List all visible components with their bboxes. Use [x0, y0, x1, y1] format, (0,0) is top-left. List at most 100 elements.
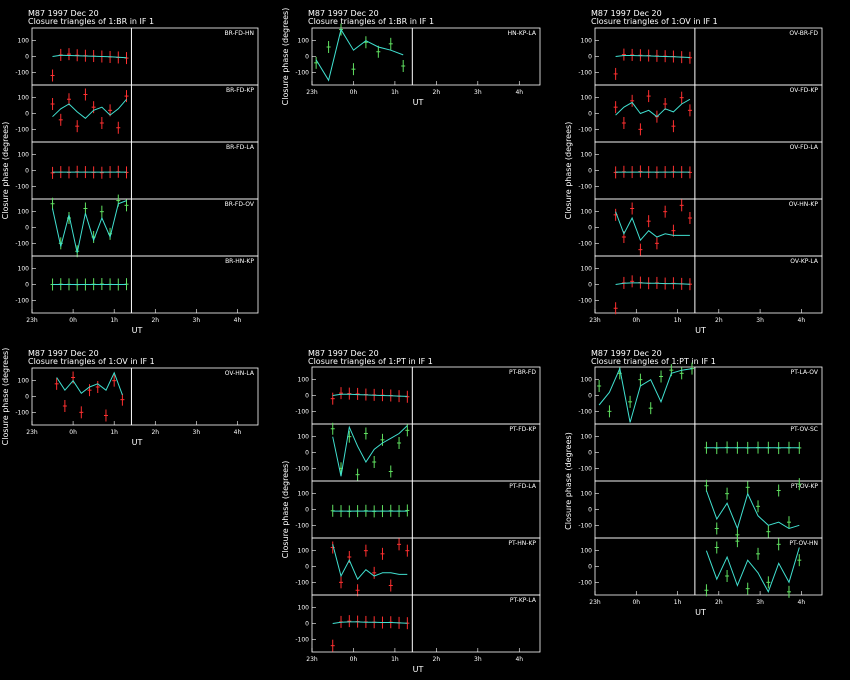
- data-point: [120, 393, 125, 406]
- data-point: [326, 41, 331, 53]
- panel-frame: [594, 480, 823, 539]
- data-point: [687, 212, 692, 224]
- panel-frame: [311, 27, 541, 86]
- y-tick-label: 0: [305, 54, 309, 61]
- data-point: [607, 405, 612, 418]
- data-point: [108, 104, 113, 117]
- panel-frame: [311, 366, 541, 425]
- x-tick-label: 0h: [69, 317, 77, 324]
- x-tick-label: 23h: [306, 656, 318, 663]
- data-point: [663, 205, 668, 218]
- y-tick-label: -100: [578, 126, 592, 133]
- data-point: [376, 45, 381, 58]
- data-point: [363, 544, 368, 557]
- data-point: [405, 504, 410, 517]
- data-point: [116, 121, 121, 134]
- data-point: [648, 402, 653, 415]
- y-tick-label: 0: [588, 450, 592, 457]
- y-tick-label: 100: [298, 605, 310, 612]
- panel-label: PT-OV-SC: [790, 426, 818, 433]
- y-tick-label: -100: [578, 240, 592, 247]
- chart-subtitle: Closure triangles of 1:PT in IF 1: [308, 357, 433, 366]
- data-point: [99, 166, 104, 179]
- chart-title: M87 1997 Dec 20: [28, 9, 99, 18]
- data-point: [380, 433, 385, 446]
- data-point: [339, 576, 344, 589]
- chart-title: M87 1997 Dec 20: [591, 9, 662, 18]
- y-tick-label: 100: [298, 491, 310, 498]
- x-tick-label: 2h: [715, 599, 723, 606]
- y-tick-label: 0: [25, 168, 29, 175]
- data-point: [654, 237, 659, 250]
- y-tick-label: 0: [588, 282, 592, 289]
- data-point: [355, 584, 360, 597]
- data-point: [405, 544, 410, 557]
- y-axis-label: Closure phase (degrees): [1, 122, 10, 220]
- data-point: [339, 387, 344, 400]
- data-point: [62, 400, 67, 412]
- data-point: [99, 117, 104, 129]
- y-tick-label: 100: [18, 209, 30, 216]
- x-axis-label: UT: [132, 438, 143, 447]
- y-axis-label: Closure phase (degrees): [281, 8, 290, 106]
- model-line: [52, 200, 127, 253]
- x-tick-label: 4h: [234, 429, 242, 436]
- data-point: [671, 224, 676, 237]
- y-tick-label: -100: [295, 69, 309, 76]
- panel-frame: [594, 255, 823, 314]
- data-point: [630, 275, 635, 288]
- y-tick-label: -100: [578, 408, 592, 415]
- y-tick-label: 0: [588, 564, 592, 571]
- y-tick-label: 0: [305, 507, 309, 514]
- data-point: [54, 377, 59, 390]
- x-tick-label: 1h: [674, 599, 682, 606]
- data-point: [397, 437, 402, 449]
- y-tick-label: 100: [581, 434, 593, 441]
- y-tick-label: -100: [578, 465, 592, 472]
- panel-label: HN-KP-LA: [508, 30, 537, 37]
- panel-frame: [594, 537, 823, 596]
- y-tick-label: 0: [25, 111, 29, 118]
- data-point: [797, 554, 802, 567]
- x-tick-label: 4h: [234, 317, 242, 324]
- model-line: [615, 98, 691, 118]
- panel-frame: [311, 594, 541, 653]
- y-tick-label: 100: [581, 266, 593, 273]
- data-point: [124, 90, 129, 103]
- y-tick-label: -100: [15, 69, 29, 76]
- data-point: [66, 93, 71, 106]
- data-point: [679, 91, 684, 104]
- data-point: [613, 101, 618, 114]
- data-point: [597, 380, 602, 392]
- y-tick-label: 0: [305, 450, 309, 457]
- data-point: [397, 538, 402, 551]
- data-point: [776, 484, 781, 497]
- data-point: [613, 302, 618, 315]
- data-point: [679, 199, 684, 212]
- y-tick-label: 100: [298, 434, 310, 441]
- panel-label: OV-HN-LA: [225, 370, 255, 377]
- x-tick-label: 2h: [433, 89, 441, 96]
- panel-label: OV-BR-FD: [789, 30, 818, 37]
- y-tick-label: 100: [18, 266, 30, 273]
- model-line: [598, 366, 693, 423]
- data-point: [745, 582, 750, 595]
- y-tick-label: 100: [298, 548, 310, 555]
- data-point: [630, 202, 635, 215]
- data-point: [355, 387, 360, 400]
- data-point: [735, 535, 740, 548]
- panel-label: PT-OV-HN: [789, 540, 818, 547]
- data-point: [638, 243, 643, 256]
- data-point: [355, 468, 360, 481]
- x-tick-label: 3h: [756, 599, 764, 606]
- model-line: [52, 54, 127, 59]
- panel-frame: [594, 423, 823, 482]
- data-point: [330, 541, 335, 554]
- data-point: [372, 456, 377, 468]
- data-point: [704, 584, 709, 597]
- data-point: [112, 374, 117, 387]
- data-point: [124, 199, 129, 212]
- panel-label: PT-FD-LA: [509, 483, 537, 490]
- model-line: [705, 490, 800, 531]
- data-point: [704, 479, 709, 492]
